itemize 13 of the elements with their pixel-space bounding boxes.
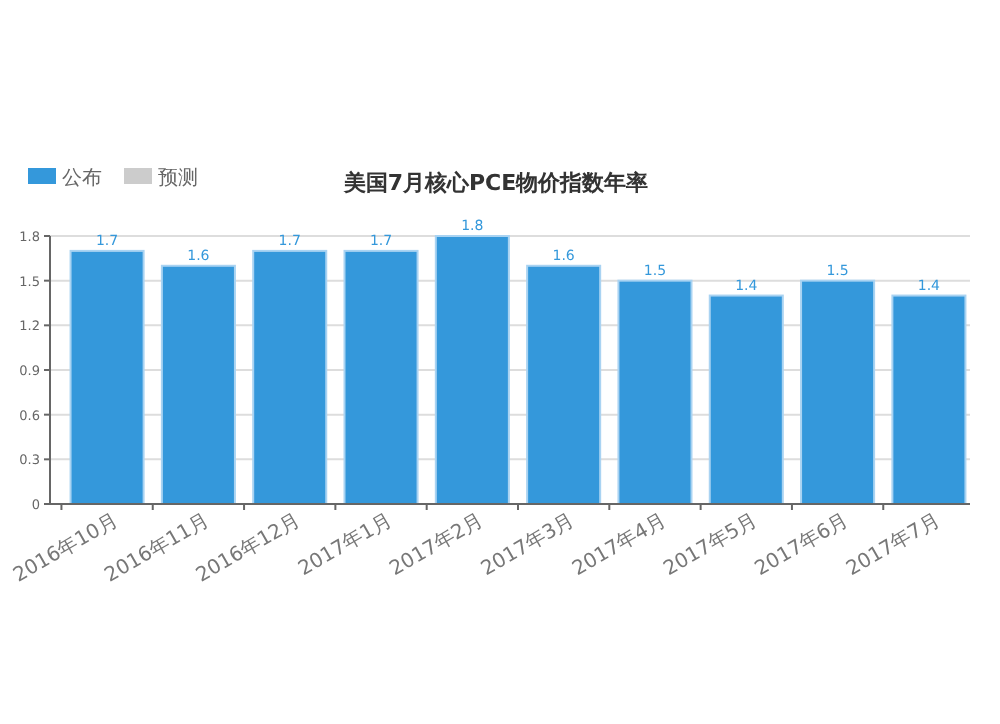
- bar: [252, 249, 328, 505]
- bar: [891, 294, 967, 505]
- bar: [343, 249, 419, 505]
- text: 公布: [62, 166, 102, 190]
- bar: [434, 235, 510, 505]
- bar: [160, 264, 236, 505]
- bar: [526, 264, 602, 505]
- chart-title: 美国7月核心PCE物价指数年率: [341, 170, 649, 196]
- bar: [800, 279, 876, 505]
- legend-label: 预测: [158, 166, 198, 190]
- bar: [617, 279, 693, 505]
- bar: [708, 294, 784, 505]
- bar: [69, 249, 145, 505]
